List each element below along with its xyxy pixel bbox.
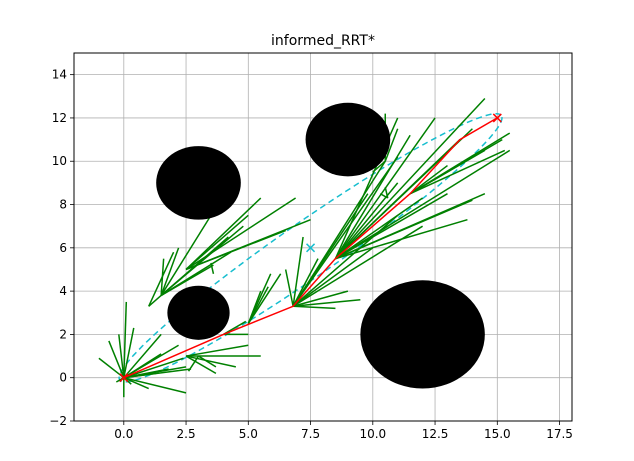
tree-edge [247,273,282,324]
tree-edge [198,355,217,368]
tree-edge [372,160,386,173]
grid [74,53,572,422]
tree-edge [292,160,386,307]
x-tick-label: 7.5 [301,427,320,441]
goal-marker-stroke [492,113,502,123]
path [123,117,498,379]
tree-edge [379,193,389,199]
y-tick-label: 8 [59,198,67,212]
tree-edge [293,299,361,308]
tree-edge [334,97,486,260]
y-tick-label: −2 [49,414,67,428]
tree-edge [293,305,336,310]
tree-edge [148,251,175,307]
tree-edge [160,214,212,296]
tree-edge [284,269,294,307]
ellipse-center-marker-stroke [306,243,316,253]
x-tick-label: 5.0 [239,427,258,441]
tree-edge [409,149,506,195]
tree-edge [187,355,200,372]
y-tick-label: 14 [52,68,67,82]
tree-edge [409,132,511,195]
final-path [123,117,498,379]
tree-edge [384,187,389,199]
tree-edge [185,218,311,271]
ticks: 0.0 2.5 5.0 7.5 10.0 12.5 15.0 17.5 −2 0 2 4 6 8 10 12 1… [49,68,573,441]
markers [119,113,502,383]
y-tick-label: 6 [59,241,67,255]
tree-edge [160,225,244,297]
y-tick-label: 0 [59,371,67,385]
tree-edge [108,340,125,378]
y-tick-label: 2 [59,327,67,341]
tree-edge [334,134,411,260]
tree-edge [292,156,399,307]
tree-edge [123,372,157,379]
chart-title: informed_RRT* [271,33,375,49]
obstacles [156,102,485,389]
plot-frame [73,52,573,422]
tree-edge [384,128,399,162]
tree-edge [185,355,217,375]
tree-edge [123,301,128,378]
y-tick-label: 12 [52,111,67,125]
tree-edge [185,197,297,271]
y-tick-label: 4 [59,284,67,298]
tree-edge [123,377,149,390]
tree [98,97,511,398]
y-tick-label: 10 [52,154,67,168]
x-tick-label: 2.5 [177,427,196,441]
x-tick-label: 0.0 [114,427,133,441]
tree-edge [185,355,237,368]
ellipse-center-marker [306,243,316,253]
obstacle-circle [167,285,230,340]
tree-edge [185,197,262,271]
start-marker [119,373,129,383]
tree-edge [160,251,232,297]
tree-edge [292,258,319,307]
tree-edge [292,290,349,307]
obstacle-circle [156,146,241,220]
tree-edge [185,344,249,357]
obstacle-circle [360,280,485,389]
tree-edge [123,344,179,379]
tree-edge [335,218,468,260]
tree-edge [335,225,389,260]
start-marker-stroke [119,373,129,383]
tree-edge [123,376,187,394]
tree-edge [185,214,249,271]
x-tick-label: 17.5 [546,427,573,441]
tree-edge [118,334,125,378]
tree-edge [210,262,215,274]
tree-edge [123,357,184,379]
goal-marker [492,113,502,123]
tree-edge [409,164,448,195]
tree-edge [335,197,424,260]
obstacle-circle [305,102,391,177]
x-tick-label: 15.0 [484,427,511,441]
tree-edge [335,193,486,260]
x-tick-label: 12.5 [422,427,449,441]
x-tick-label: 10.0 [359,427,386,441]
tree-edge [123,327,135,378]
tree-edge [160,247,180,296]
tree-edge [292,247,374,307]
tree-edge [292,236,304,307]
tree-edge [148,294,162,307]
tree-edge [123,333,162,379]
